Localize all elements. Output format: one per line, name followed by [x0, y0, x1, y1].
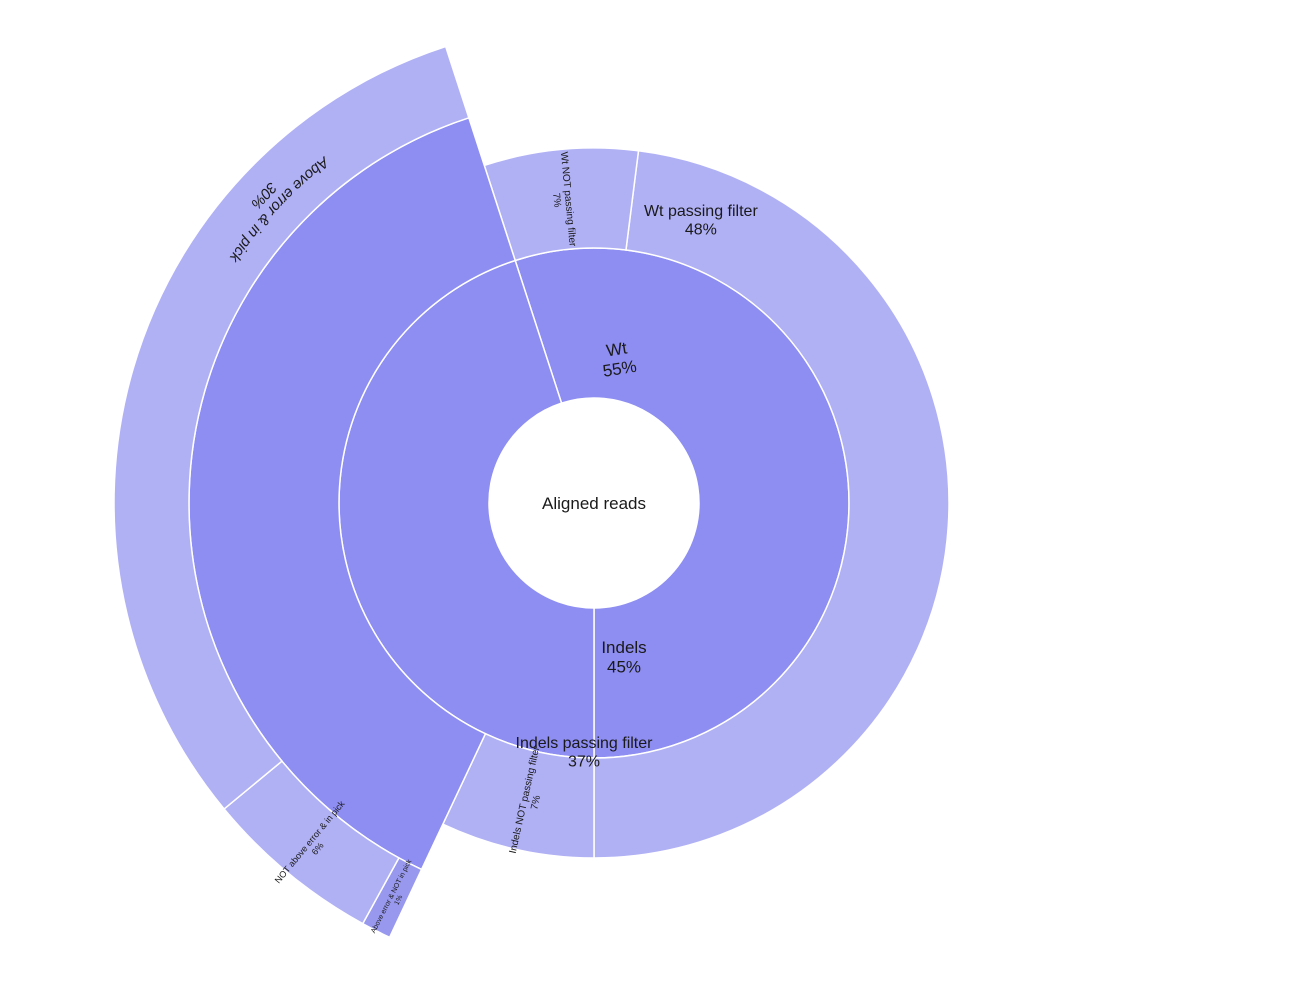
label-indels: Indels45%	[601, 638, 646, 677]
root-label: Aligned reads	[542, 494, 646, 513]
sunburst-chart: Aligned readsWt55%Indels45%Wt passing fi…	[0, 0, 1289, 1007]
